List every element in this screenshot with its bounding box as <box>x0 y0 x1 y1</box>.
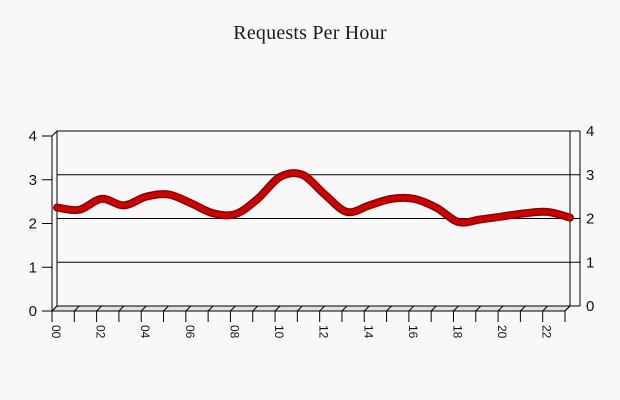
x-tick-depth <box>408 305 415 312</box>
x-axis-slab-face <box>50 305 572 312</box>
x-axis-label: 22 <box>540 325 554 339</box>
x-tick-depth <box>363 305 370 312</box>
y-axis-left-label: 1 <box>29 259 37 276</box>
x-axis-label: 00 <box>49 325 63 339</box>
y-axis-left-label: 0 <box>29 303 37 320</box>
y-axis-left-label: 3 <box>29 172 37 189</box>
x-tick-depth <box>163 305 169 312</box>
x-tick-depth <box>73 305 80 312</box>
x-tick-depth <box>564 305 571 312</box>
x-tick-depth <box>118 305 125 312</box>
y-axis-depth-top <box>51 130 58 137</box>
x-axis-label: 18 <box>450 325 464 339</box>
x-tick-depth <box>51 305 58 312</box>
x-tick-depth <box>274 305 281 312</box>
y-axis-right-label: 0 <box>586 298 594 315</box>
y-axis-left-label: 4 <box>29 128 37 145</box>
x-axis-label: 08 <box>227 325 241 339</box>
x-tick-depth <box>96 305 102 312</box>
x-tick-depth <box>341 305 348 312</box>
y-axis-right-label: 4 <box>586 123 594 140</box>
x-axis-label: 12 <box>317 325 331 339</box>
x-tick-depth <box>185 305 192 312</box>
x-tick-depth <box>386 305 392 312</box>
x-axis-label: 02 <box>94 325 108 339</box>
x-axis-label: 20 <box>495 325 509 339</box>
chart-title: Requests Per Hour <box>233 22 387 44</box>
x-axis-label: 16 <box>406 325 420 339</box>
y-axis-left-ticks <box>42 135 52 312</box>
y-axis-right-label: 3 <box>586 167 594 184</box>
series-line <box>54 170 573 226</box>
x-tick-depth <box>230 305 236 312</box>
x-tick-depth <box>453 305 459 312</box>
x-axis-ticks <box>51 305 571 322</box>
x-tick-depth <box>497 305 504 312</box>
x-tick-depth <box>296 305 303 312</box>
x-axis-labels: 00 02 04 06 08 10 12 14 16 18 20 22 <box>49 325 554 339</box>
x-tick-depth <box>475 305 482 312</box>
y-axis-right-label: 2 <box>586 211 594 228</box>
x-tick-depth <box>140 305 147 312</box>
x-tick-depth <box>542 305 549 312</box>
x-tick-depth <box>430 305 437 312</box>
y-axis-left-label: 2 <box>29 216 37 233</box>
x-axis-label: 10 <box>272 325 286 339</box>
y-axis-right-ticks <box>570 130 581 307</box>
x-tick-depth <box>252 305 259 312</box>
x-tick-depth <box>520 305 526 312</box>
y-axis-right-labels: 0 1 2 3 4 <box>586 123 594 315</box>
y-axis-right-label: 1 <box>586 254 594 271</box>
x-axis-label: 04 <box>138 325 152 339</box>
x-tick-depth <box>319 305 326 312</box>
x-tick-depth <box>207 305 214 312</box>
data-series-line <box>53 169 574 227</box>
x-axis-label: 06 <box>183 325 197 339</box>
y-axis-left-labels: 0 1 2 3 4 <box>29 128 37 320</box>
x-axis-slab <box>50 305 572 312</box>
x-axis-label: 14 <box>361 325 375 339</box>
